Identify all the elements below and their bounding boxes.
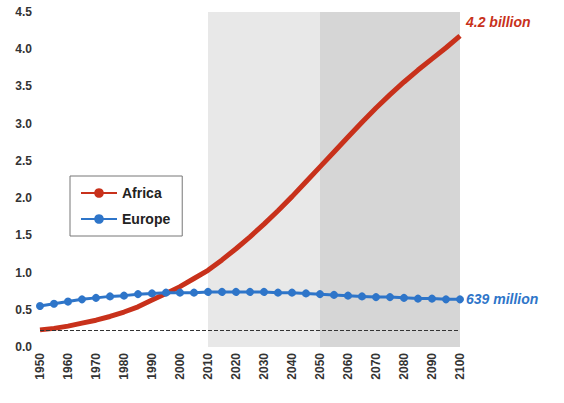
svg-text:2020: 2020	[229, 353, 243, 380]
svg-text:1.5: 1.5	[15, 228, 32, 242]
svg-text:3.5: 3.5	[15, 79, 32, 93]
svg-text:1.0: 1.0	[15, 266, 32, 280]
svg-text:2080: 2080	[397, 353, 411, 380]
svg-text:2100: 2100	[453, 353, 467, 380]
svg-text:Africa: Africa	[122, 185, 162, 201]
svg-text:4.2 billion: 4.2 billion	[465, 14, 531, 30]
svg-text:2060: 2060	[341, 353, 355, 380]
svg-text:2040: 2040	[285, 353, 299, 380]
svg-text:1960: 1960	[61, 353, 75, 380]
svg-text:1970: 1970	[89, 353, 103, 380]
svg-text:4.0: 4.0	[15, 42, 32, 56]
svg-text:1980: 1980	[117, 353, 131, 380]
svg-text:1950: 1950	[33, 353, 47, 380]
svg-text:2090: 2090	[425, 353, 439, 380]
svg-text:2050: 2050	[313, 353, 327, 380]
svg-text:2030: 2030	[257, 353, 271, 380]
svg-text:3.0: 3.0	[15, 117, 32, 131]
svg-text:2.5: 2.5	[15, 154, 32, 168]
svg-text:4.5: 4.5	[15, 5, 32, 19]
svg-text:Europe: Europe	[122, 211, 170, 227]
svg-text:0.5: 0.5	[15, 303, 32, 317]
svg-text:2070: 2070	[369, 353, 383, 380]
svg-text:2.0: 2.0	[15, 191, 32, 205]
svg-text:1990: 1990	[145, 353, 159, 380]
svg-text:2000: 2000	[173, 353, 187, 380]
svg-text:2010: 2010	[201, 353, 215, 380]
svg-text:639 million: 639 million	[466, 291, 538, 307]
svg-text:0.0: 0.0	[15, 340, 32, 354]
